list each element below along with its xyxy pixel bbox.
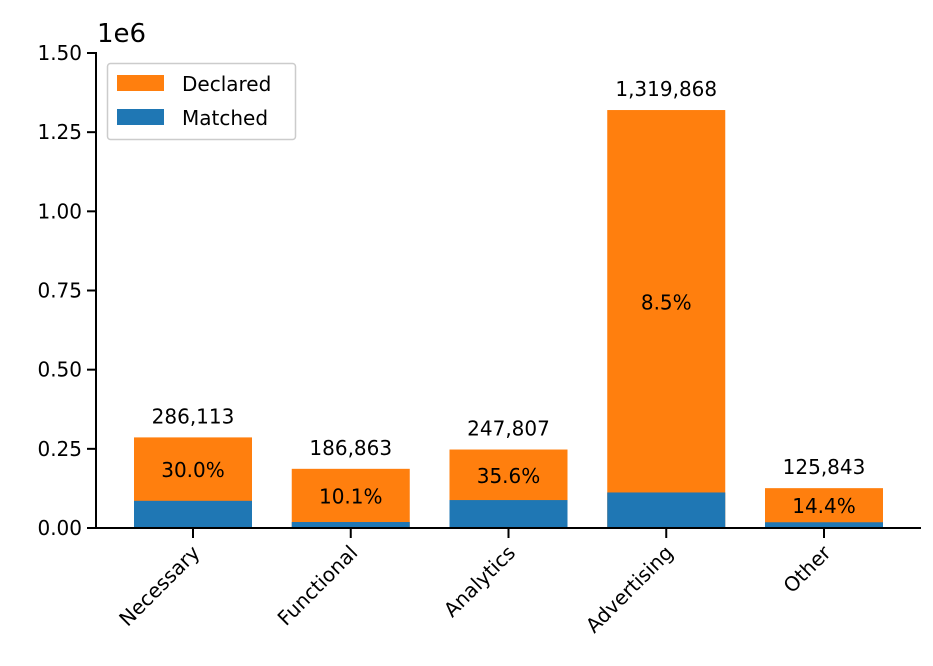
bar-matched-other	[765, 522, 883, 528]
y-tick-label: 0.00	[37, 516, 82, 540]
percent-label-other: 14.4%	[792, 494, 856, 518]
legend-label-declared: Declared	[182, 72, 271, 96]
bar-matched-necessary	[134, 500, 252, 528]
bar-declared-advertising	[607, 110, 726, 528]
percent-label-necessary: 30.0%	[161, 458, 225, 482]
bar-declared-functional	[291, 468, 410, 528]
x-tick-label-functional: Functional	[273, 541, 363, 631]
y-tick-label: 1.50	[37, 41, 82, 65]
legend: Declared Matched	[106, 62, 297, 141]
bar-declared-other	[765, 488, 883, 528]
total-label-functional: 186,863	[309, 436, 392, 460]
total-label-other: 125,843	[783, 455, 866, 479]
x-tick-label-analytics: Analytics	[439, 541, 520, 622]
bars-group	[134, 110, 883, 528]
data-labels-group: 286,113 30.0% 186,863 10.1% 247,807 35.6% 1,31…	[152, 77, 866, 518]
total-label-analytics: 247,807	[467, 417, 550, 441]
y-ticks-group: 0.00 0.25 0.50 0.75 1.00 1.25 1.50	[37, 41, 96, 540]
bar-matched-functional	[291, 522, 410, 528]
y-tick-label: 0.25	[37, 437, 82, 461]
legend-swatch-declared	[117, 75, 164, 91]
percent-label-analytics: 35.6%	[477, 464, 541, 488]
total-label-advertising: 1,319,868	[615, 77, 717, 101]
y-tick-label: 1.25	[37, 120, 82, 144]
y-tick-label: 0.75	[37, 279, 82, 303]
bar-matched-advertising	[607, 492, 726, 528]
percent-label-functional: 10.1%	[319, 484, 383, 508]
total-label-necessary: 286,113	[152, 404, 235, 428]
legend-swatch-matched	[117, 109, 164, 125]
bar-matched-analytics	[449, 500, 568, 528]
x-tick-label-advertising: Advertising	[581, 541, 678, 638]
y-tick-label: 1.00	[37, 199, 82, 223]
x-ticks-group: Necessary Functional Analytics Advertising O…	[114, 528, 836, 638]
legend-label-matched: Matched	[182, 106, 268, 130]
percent-label-advertising: 8.5%	[641, 290, 692, 314]
y-tick-label: 0.50	[37, 358, 82, 382]
y-scale-label: 1e6	[97, 19, 146, 49]
x-tick-label-other: Other	[778, 540, 836, 598]
x-tick-label-necessary: Necessary	[114, 540, 204, 630]
